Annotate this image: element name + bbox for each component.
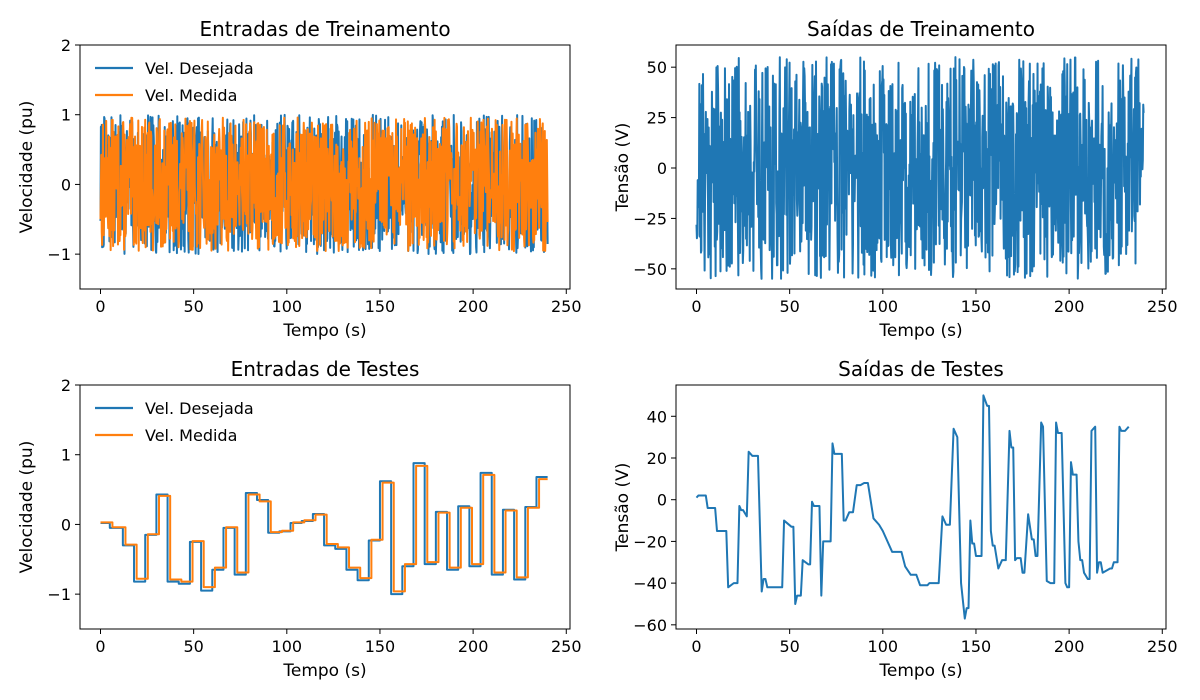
axes-frame: [675, 384, 1167, 630]
y-axis-label: Velocidade (pu): [17, 441, 37, 574]
x-tick-label: 0: [691, 637, 701, 656]
x-tick-label: 200: [458, 637, 489, 656]
y-tick-label: 1: [61, 106, 71, 125]
x-tick-label: 100: [868, 297, 899, 316]
y-tick-label: 0: [61, 515, 71, 534]
y-axis-label: Velocidade (pu): [17, 101, 37, 234]
series-line-2: [99, 116, 549, 253]
x-tick-label: 150: [365, 297, 396, 316]
legend-label: Vel. Desejada: [145, 59, 254, 78]
chart-panel-1: 0 50 100 150 200 250 −1 0 1 2 Entradas de Treiname…: [17, 17, 582, 341]
x-tick-label: 150: [961, 637, 992, 656]
x-tick-label: 250: [551, 637, 582, 656]
series-line-2: [100, 464, 548, 593]
y-tick-label: 0: [657, 159, 667, 178]
y-tick-label: −50: [633, 260, 667, 279]
x-tick-label: 200: [1054, 297, 1085, 316]
y-axis-label: Tensão (V): [613, 123, 633, 213]
y-tick-label: 1: [61, 446, 71, 465]
x-tick-label: 50: [183, 637, 203, 656]
chart-title: Saídas de Treinamento: [807, 17, 1035, 41]
legend: Vel. Desejada Vel. Medida: [95, 399, 254, 445]
chart-title: Entradas de Treinamento: [199, 17, 450, 41]
y-tick-label: 0: [657, 491, 667, 510]
y-tick-label: 25: [647, 109, 667, 128]
chart-panel-3: 0 50 100 150 200 250 −1 0 1 2 Entradas de Testes Te…: [17, 357, 582, 681]
x-tick-label: 0: [691, 297, 701, 316]
axes-frame: [79, 384, 571, 630]
series-line-1: [695, 394, 1130, 620]
series-line-1: [695, 56, 1145, 280]
chart-title: Entradas de Testes: [231, 357, 420, 381]
y-tick-label: 20: [647, 449, 667, 468]
y-axis-label: Tensão (V): [613, 463, 633, 553]
x-tick-label: 0: [95, 637, 105, 656]
y-tick-label: 2: [61, 36, 71, 55]
series-line-1: [100, 462, 548, 596]
y-tick-label: −40: [633, 574, 667, 593]
y-tick-label: 2: [61, 376, 71, 395]
x-tick-label: 250: [551, 297, 582, 316]
x-tick-label: 50: [779, 297, 799, 316]
axes-frame: [79, 44, 571, 290]
axes-frame: [675, 44, 1167, 290]
y-tick-label: −1: [47, 245, 71, 264]
x-tick-label: 50: [183, 297, 203, 316]
x-tick-label: 250: [1147, 297, 1178, 316]
chart-panel-2: 0 50 100 150 200 250 −50 −25 0 25 50 Saídas de Trei…: [613, 17, 1178, 341]
x-tick-label: 200: [458, 297, 489, 316]
x-tick-label: 100: [868, 637, 899, 656]
y-tick-label: 40: [647, 407, 667, 426]
x-tick-label: 150: [961, 297, 992, 316]
x-tick-label: 50: [779, 637, 799, 656]
legend-label: Vel. Medida: [145, 426, 237, 445]
y-tick-label: 50: [647, 58, 667, 77]
y-tick-label: −20: [633, 532, 667, 551]
legend: Vel. Desejada Vel. Medida: [95, 59, 254, 105]
chart-title: Saídas de Testes: [838, 357, 1004, 381]
x-axis-label: Tempo (s): [282, 321, 366, 341]
x-axis-label: Tempo (s): [878, 321, 962, 341]
chart-panel-4: 0 50 100 150 200 250 −60 −40 −20 0 20 40 Saídas de T…: [613, 357, 1178, 681]
x-tick-label: 0: [95, 297, 105, 316]
x-tick-label: 100: [272, 297, 303, 316]
x-tick-label: 200: [1054, 637, 1085, 656]
legend-label: Vel. Medida: [145, 86, 237, 105]
x-tick-label: 150: [365, 637, 396, 656]
x-tick-label: 250: [1147, 637, 1178, 656]
y-tick-label: 0: [61, 175, 71, 194]
x-axis-label: Tempo (s): [282, 661, 366, 681]
y-tick-label: −25: [633, 209, 667, 228]
x-tick-label: 100: [272, 637, 303, 656]
x-axis-label: Tempo (s): [878, 661, 962, 681]
y-tick-label: −1: [47, 585, 71, 604]
legend-label: Vel. Desejada: [145, 399, 254, 418]
y-tick-label: −60: [633, 616, 667, 635]
